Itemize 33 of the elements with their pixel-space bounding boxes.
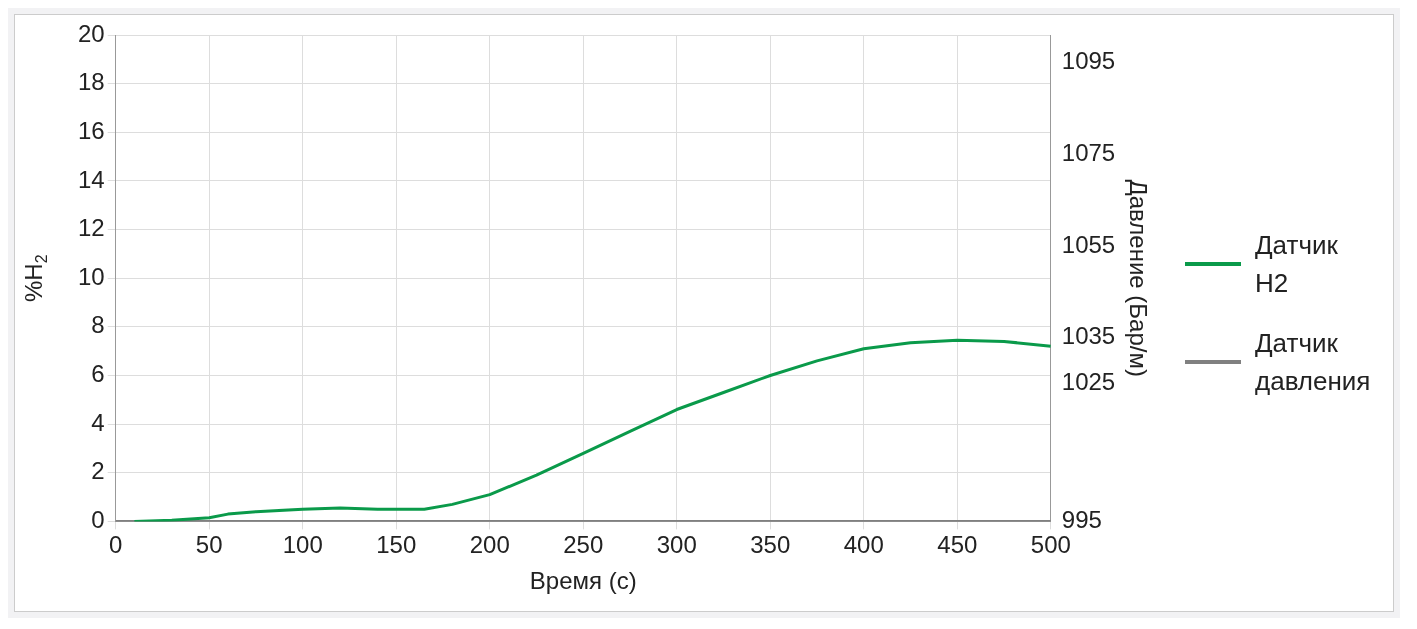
x-tick-label: 450 [937,531,978,559]
x-tick-label: 500 [1030,531,1071,559]
y2-axis-title: Давление (Бар/м) [1124,179,1152,377]
y2-tick-label: 1035 [1061,322,1116,350]
x-tick-label: 150 [376,531,417,559]
x-tick-label: 200 [469,531,510,559]
y-tick-label: 6 [91,360,105,388]
x-tick-label: 400 [843,531,884,559]
y-tick-label: 0 [91,506,105,534]
legend-label: Датчик давления [1255,327,1372,398]
y2-tick-label: 1055 [1061,230,1116,258]
y-tick-label: 14 [77,165,105,193]
x-tick-label: 350 [750,531,791,559]
x-tick-label: 300 [656,531,697,559]
y-tick-label: 20 [77,19,105,47]
y-tick-label: 18 [77,68,105,96]
y2-tick-label: 1075 [1061,138,1116,166]
legend-label: Датчик H2 [1255,229,1339,300]
y-tick-label: 10 [77,262,105,290]
y-tick-label: 12 [77,214,105,242]
x-tick-label: 250 [563,531,604,559]
x-tick-label: 100 [282,531,323,559]
x-tick-label: 0 [109,531,123,559]
x-axis-title: Время (с) [529,567,637,595]
y2-tick-label: 1025 [1061,368,1116,396]
x-tick-label: 50 [195,531,223,559]
y-tick-label: 4 [91,408,105,436]
y-tick-label: 16 [77,116,105,144]
y-axis-title: %H2 [19,254,51,302]
y-tick-label: 2 [91,457,105,485]
y-tick-label: 8 [91,311,105,339]
y2-tick-label: 1095 [1061,47,1116,75]
y2-tick-label: 995 [1061,506,1102,534]
